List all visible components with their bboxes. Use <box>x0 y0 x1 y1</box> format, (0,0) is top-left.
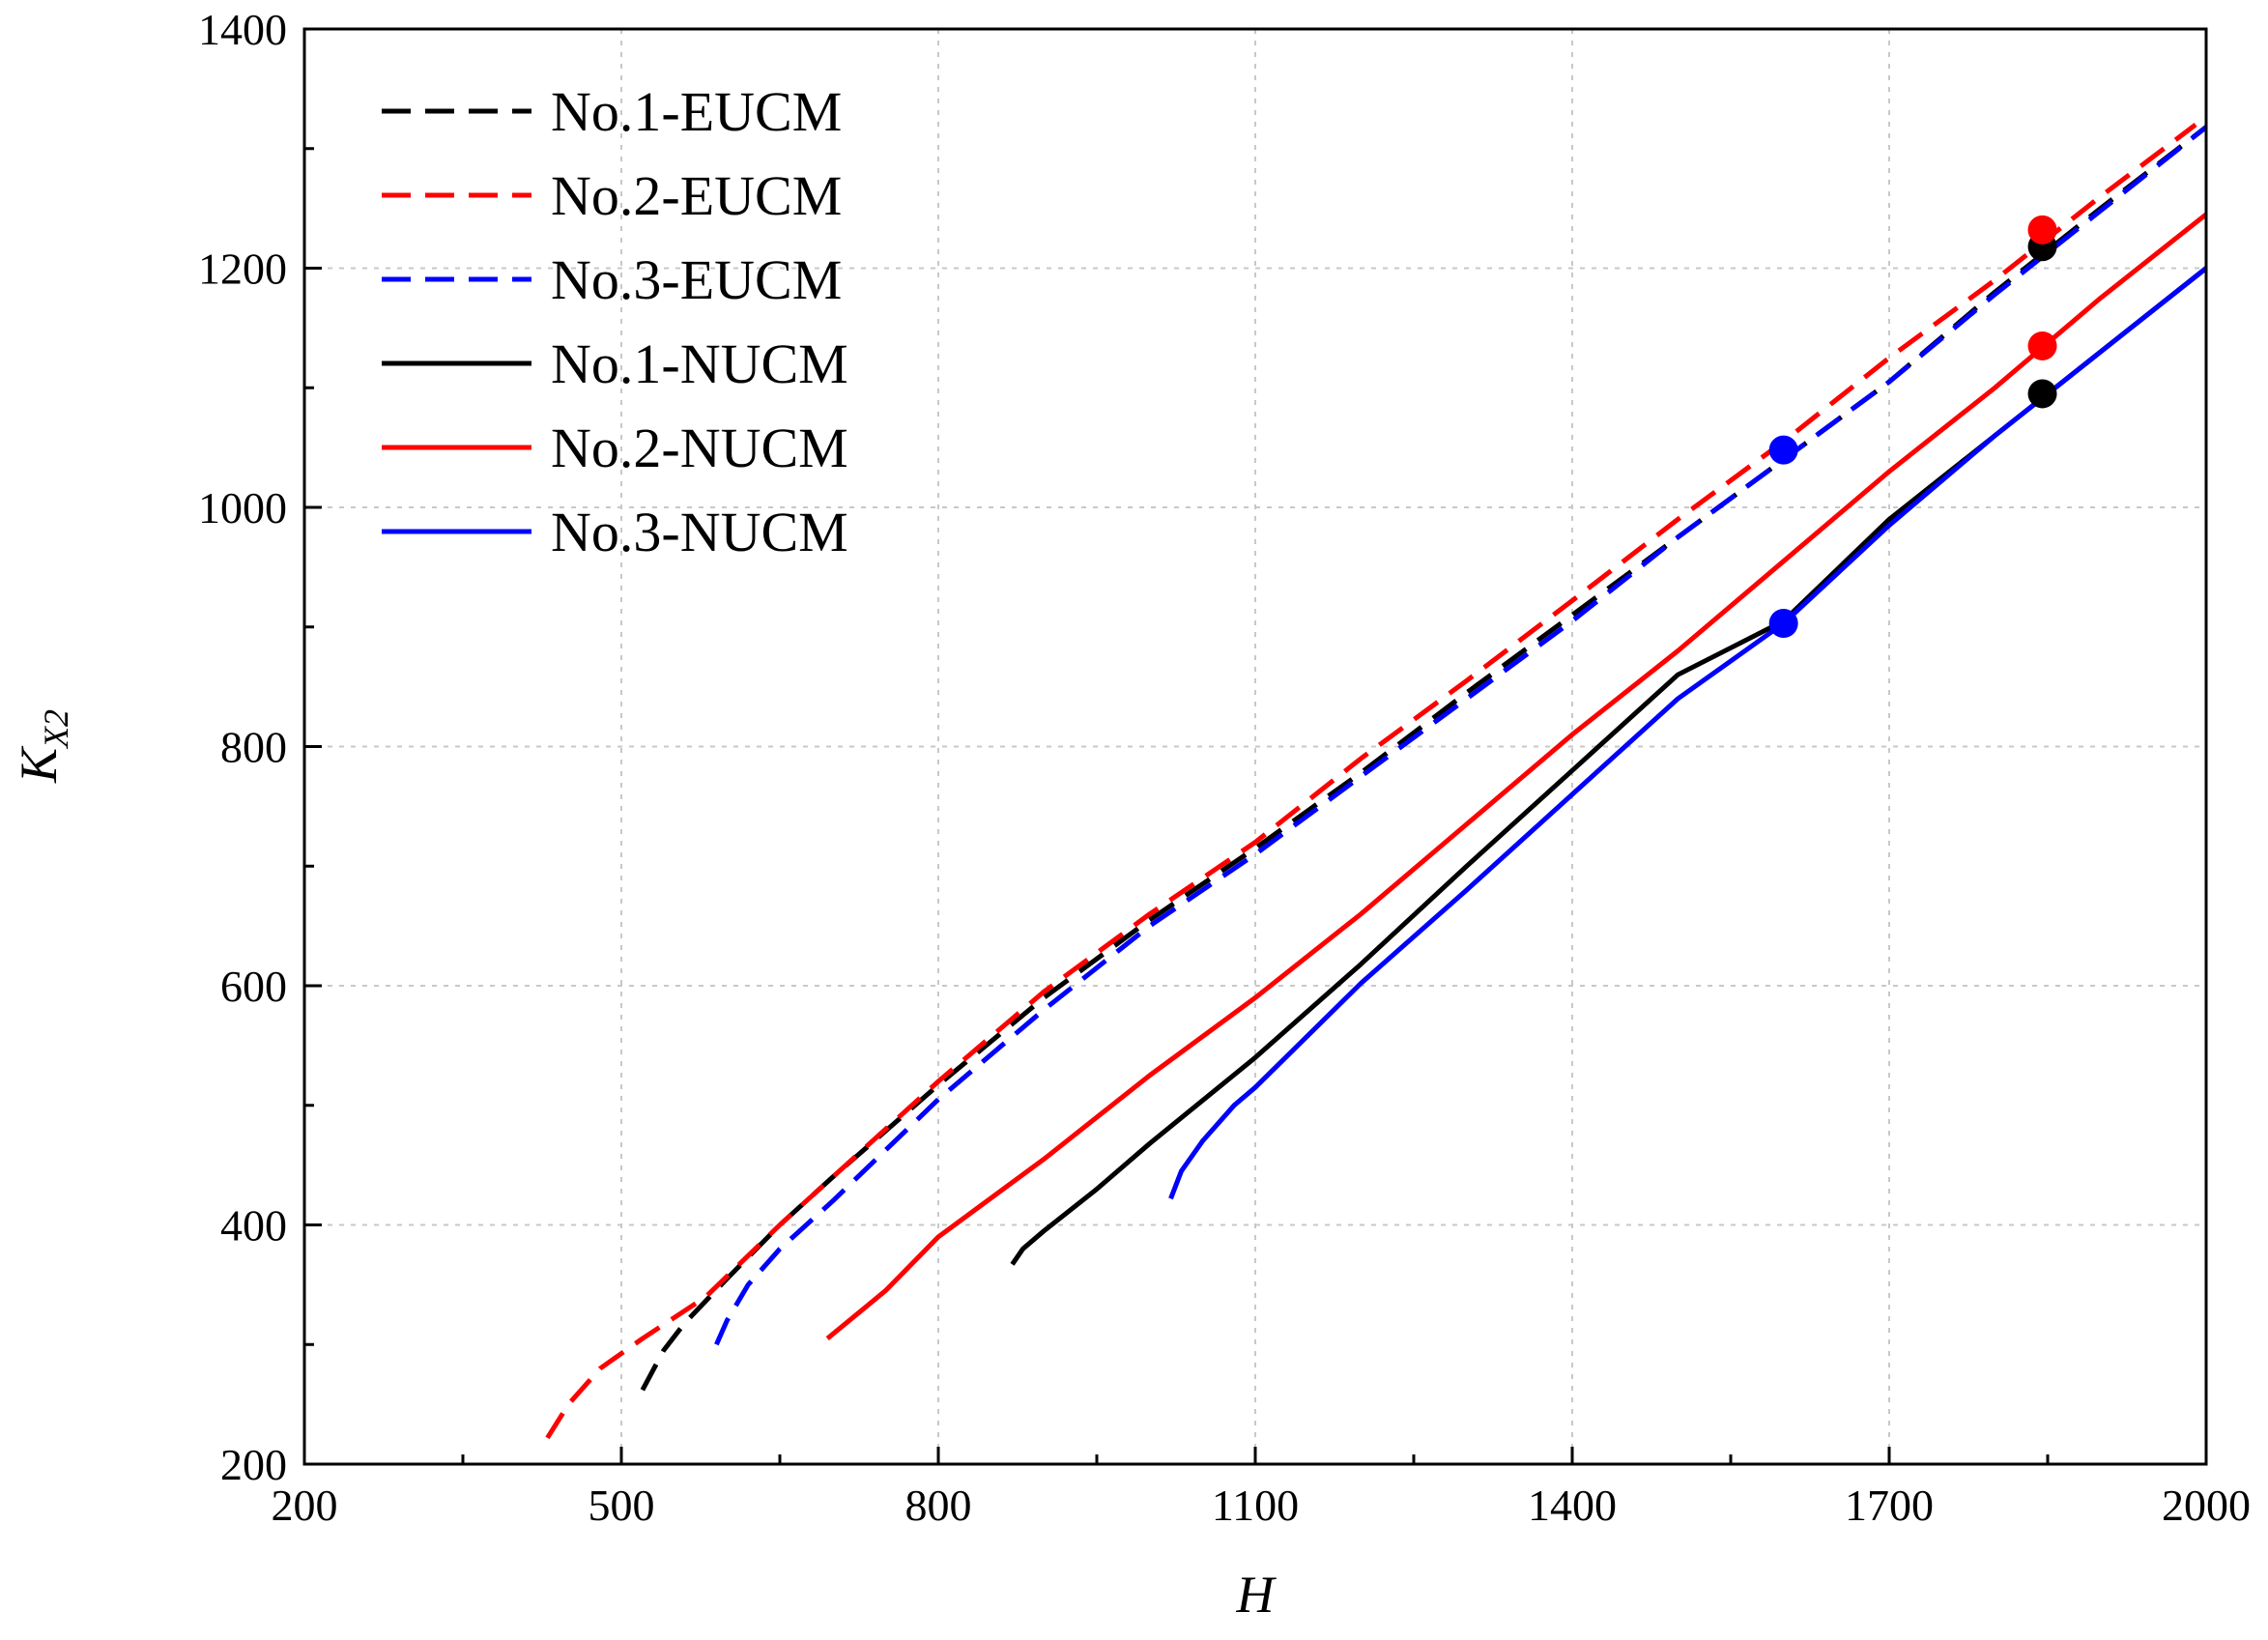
x-tick-label: 1100 <box>1212 1481 1299 1530</box>
x-tick-label: 800 <box>905 1481 972 1530</box>
legend-label-no-3-nucm: No.3-NUCM <box>551 501 848 563</box>
marker-no-2-eucm <box>2027 215 2057 245</box>
y-tick-label: 600 <box>220 962 287 1011</box>
series-line-no-1-nucm <box>1010 266 2208 1266</box>
x-axis-title: H <box>1236 1566 1278 1624</box>
marker-no-1-nucm <box>2027 379 2057 409</box>
x-tick-label: 200 <box>272 1481 338 1530</box>
tick-labels: 200 500 800 1100 1400 1700 2000 200 400 600 800 100… <box>198 5 2251 1530</box>
legend-label-no-3-eucm: No.3-EUCM <box>551 248 842 311</box>
axis-ticks <box>302 27 2208 1466</box>
y-tick-label: 1400 <box>198 5 287 54</box>
y-tick-label: 1000 <box>198 483 287 532</box>
x-tick-label: 1400 <box>1528 1481 1617 1530</box>
series-line-no-2-nucm <box>825 212 2208 1341</box>
y-tick-label: 200 <box>220 1440 287 1489</box>
legend-label-no-1-nucm: No.1-NUCM <box>551 332 848 395</box>
svg-text:KX2: KX2 <box>10 709 75 784</box>
x-tick-label: 500 <box>589 1481 655 1530</box>
y-axis-title: KX2 <box>10 709 75 784</box>
x-tick-label: 2000 <box>2162 1481 2251 1530</box>
y-tick-label: 400 <box>220 1201 287 1251</box>
series-line-no-3-eucm <box>714 125 2208 1346</box>
series-line-no-2-eucm <box>545 123 2197 1440</box>
marker-no-3-nucm <box>1768 609 1798 639</box>
y-tick-label: 1200 <box>198 245 287 294</box>
y-axis-title-main: K <box>10 745 68 784</box>
legend-label-no-1-eucm: No.1-EUCM <box>551 80 842 143</box>
marker-layer <box>1768 215 2057 639</box>
y-axis-title-sub: X2 <box>37 709 75 750</box>
legend-label-no-2-nucm: No.2-NUCM <box>551 417 848 479</box>
legend-label-no-2-eucm: No.2-EUCM <box>551 164 842 227</box>
marker-no-3-eucm <box>1768 435 1798 465</box>
y-tick-label: 800 <box>220 723 287 772</box>
series-layer <box>545 123 2208 1440</box>
grid <box>304 29 2206 1464</box>
series-line-no-3-nucm <box>1168 266 2208 1200</box>
marker-no-2-nucm <box>2027 331 2057 360</box>
legend: No.1-EUCM No.2-EUCM No.3-EUCM No.1-NUCM No.2… <box>382 80 848 563</box>
x-tick-label: 1700 <box>1845 1481 1934 1530</box>
